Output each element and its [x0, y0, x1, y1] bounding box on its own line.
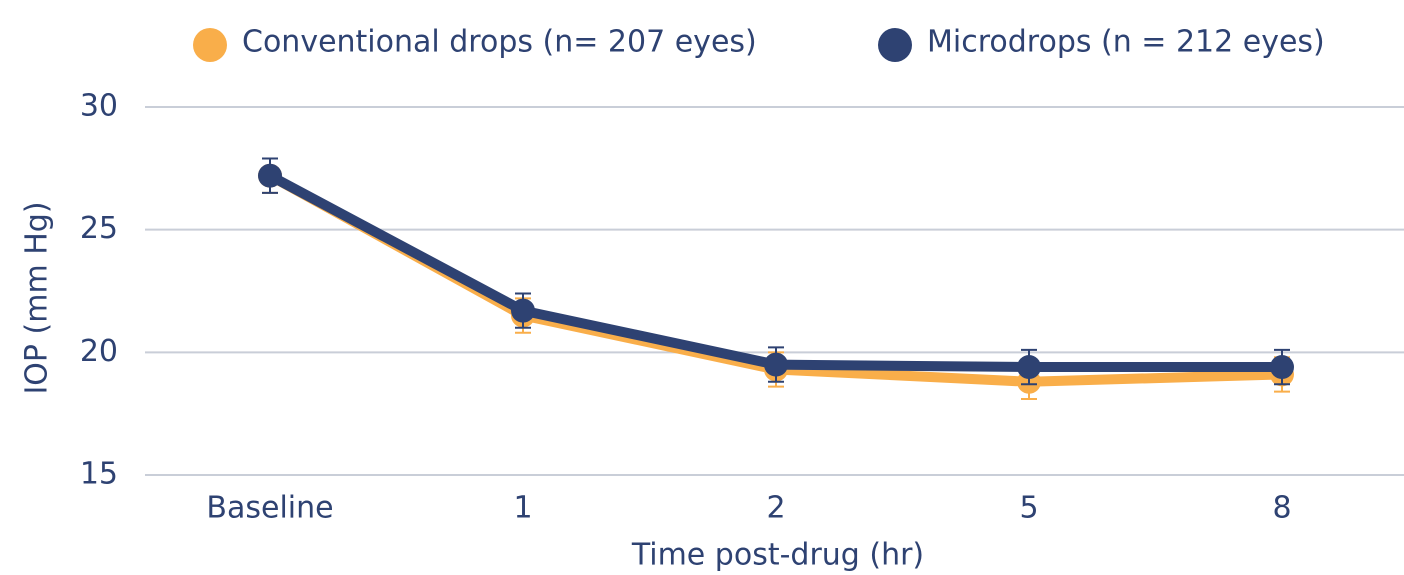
x-tick-label: 2 — [766, 491, 785, 526]
x-tick-label: 1 — [513, 491, 532, 526]
x-tick-label: Baseline — [206, 491, 333, 526]
y-tick-label: 25 — [80, 211, 118, 246]
data-point — [258, 163, 282, 188]
x-tick-label: 8 — [1272, 491, 1291, 526]
data-point — [511, 298, 535, 323]
x-axis-label: Time post-drug (hr) — [631, 538, 924, 573]
data-point — [1270, 355, 1294, 380]
data-point — [1017, 355, 1041, 380]
legend-marker — [193, 28, 227, 62]
y-tick-label: 15 — [80, 457, 118, 492]
y-tick-label: 20 — [80, 334, 118, 369]
x-tick-label: 5 — [1019, 491, 1038, 526]
data-point — [764, 352, 788, 377]
legend-label: Microdrops (n = 212 eyes) — [927, 25, 1325, 60]
series-line — [267, 171, 1282, 373]
legend-marker — [878, 28, 912, 62]
legend-label: Conventional drops (n= 207 eyes) — [242, 25, 757, 60]
y-tick-label: 30 — [80, 89, 118, 124]
y-axis-label: IOP (mm Hg) — [20, 201, 55, 394]
